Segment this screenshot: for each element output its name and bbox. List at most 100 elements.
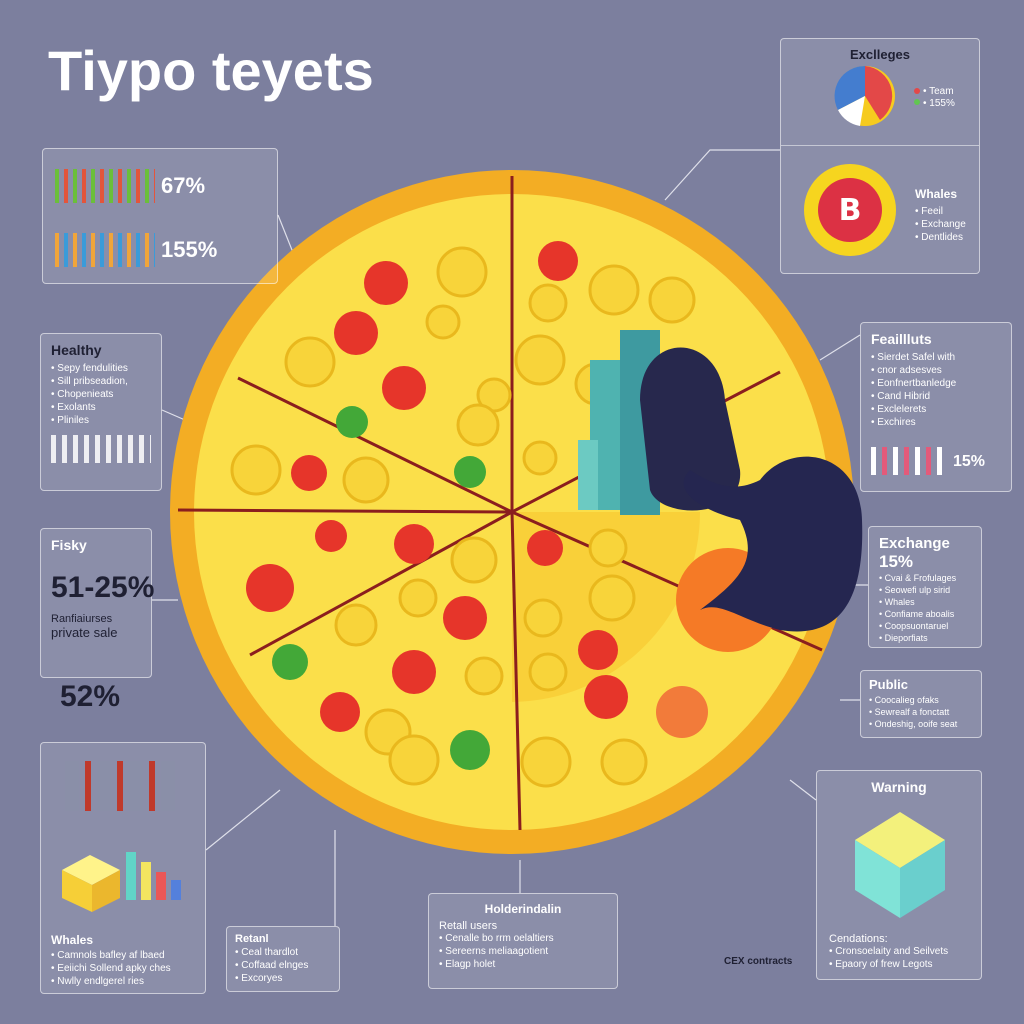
panel-title: Public (869, 677, 909, 692)
panel-title: Whales (51, 933, 94, 947)
list-item: Sereerns meliaagotient (439, 945, 607, 958)
whale-figure (640, 347, 741, 511)
list-item: Whales (879, 596, 971, 608)
list-item: Cvai & Frofulages (879, 572, 971, 584)
topping (436, 246, 488, 298)
topping (443, 596, 487, 640)
people-icons (55, 169, 155, 203)
fisky-panel: Fisky 51-25% Ranfiaiurses private sale (40, 528, 155, 678)
holders-panel: Holderindalin Retall users Cenalle bo rr… (428, 893, 618, 989)
caption: private sale (51, 625, 118, 640)
topping (425, 304, 461, 340)
people-panel: 67% 155% (42, 148, 278, 284)
legend-item: Team (923, 85, 953, 98)
list-item: Cronsoelaity and Seilvets (829, 945, 948, 958)
stat: 52% (60, 680, 121, 713)
list-item: Pliniles (51, 414, 151, 427)
connector (819, 334, 861, 361)
divider (781, 145, 979, 146)
panel-title: Feaillluts (871, 331, 932, 347)
feaillluts-panel: Feaillluts Sierdet Safel with cnor adses… (860, 322, 1012, 492)
topping (388, 734, 440, 786)
connector (205, 789, 281, 851)
list-item: Dentlides (915, 231, 966, 244)
list-item: Confiame aboalis (879, 608, 971, 620)
topping (588, 528, 628, 568)
topping (456, 403, 500, 447)
list-item: Sill pribseadion, (51, 375, 151, 388)
caption: Retall users (439, 920, 498, 932)
topping (454, 456, 486, 488)
topping (578, 630, 618, 670)
list-item: Exchires (871, 416, 1001, 429)
topping (394, 524, 434, 564)
topping (514, 334, 566, 386)
slice-line (177, 508, 513, 514)
topping (364, 261, 408, 305)
building (578, 440, 598, 510)
list-item: Cenalle bo rrm oelaltiers (439, 932, 607, 945)
list-item: Feeil (915, 205, 966, 218)
slice-line (237, 376, 513, 514)
topping (464, 656, 504, 696)
list-item: Coopsuontaruel (879, 620, 971, 632)
topping (450, 536, 498, 584)
topping (520, 736, 572, 788)
panel-title: Retanl (235, 933, 269, 945)
whales-section: Whales Feeil Exchange Dentlides (915, 187, 966, 244)
list-item: Sewrealf a fonctatt (869, 706, 973, 718)
stat: 51-25% (51, 571, 155, 604)
topping (246, 564, 294, 612)
slice-line (510, 511, 522, 831)
list-item: Chopenieats (51, 388, 151, 401)
warning-cube (855, 812, 945, 918)
slice-lines (177, 176, 823, 831)
topping (522, 440, 558, 476)
list-item: Ceal thardlot (235, 946, 331, 959)
panel-title: Healthy (51, 342, 102, 358)
panel-title: Fisky (51, 537, 87, 553)
topping (538, 241, 578, 281)
topping (656, 686, 708, 738)
list-item: Seowefi ulp sirid (879, 584, 971, 596)
list-item: Exchange (915, 218, 965, 231)
list-item: Ondeshig, ooife seat (869, 718, 973, 730)
list-item: Sepy fendulities (51, 362, 151, 375)
topping (336, 406, 368, 438)
list-item: Exolants (51, 401, 151, 414)
slice-line (249, 510, 513, 657)
topping (284, 336, 336, 388)
topping (528, 652, 568, 692)
list-item: Coocalieg ofaks (869, 694, 973, 706)
topping (342, 456, 390, 504)
topping (600, 738, 648, 786)
topping (320, 692, 360, 732)
topping (588, 264, 640, 316)
topping (334, 603, 378, 647)
people-icons (871, 447, 947, 475)
svg-text:B: B (839, 193, 862, 228)
list-item: Sierdet Safel with (871, 351, 1001, 364)
exchange-pie (834, 65, 920, 126)
topping (291, 455, 327, 491)
panel-title: Exchange (879, 535, 950, 552)
retail-panel: Retanl Ceal thardlot Coffaad elnges Exco… (226, 926, 340, 992)
stat: 15% (953, 453, 986, 470)
bottom-whales-panel: Whales Camnols bafley af lbaed Eeiichi S… (40, 742, 206, 994)
buildings (578, 330, 660, 515)
panel-title: Holderindalin (484, 902, 562, 916)
topping (272, 644, 308, 680)
people-icons (65, 761, 175, 811)
connector (161, 409, 186, 421)
topping (230, 444, 282, 496)
topping (315, 520, 347, 552)
list-item: Exclelerets (871, 403, 1001, 416)
list-item: Dieporfiats (879, 632, 971, 644)
list-item: Epaory of frew Legots (829, 958, 948, 971)
exchanges-panel: Exclleges Team 155% Whales Feeil Exchang… (780, 38, 980, 274)
bar-cubes (62, 852, 181, 912)
list-item: Nwlly endlgerel ries (51, 975, 171, 988)
title: Tiypo teyets (48, 39, 374, 102)
